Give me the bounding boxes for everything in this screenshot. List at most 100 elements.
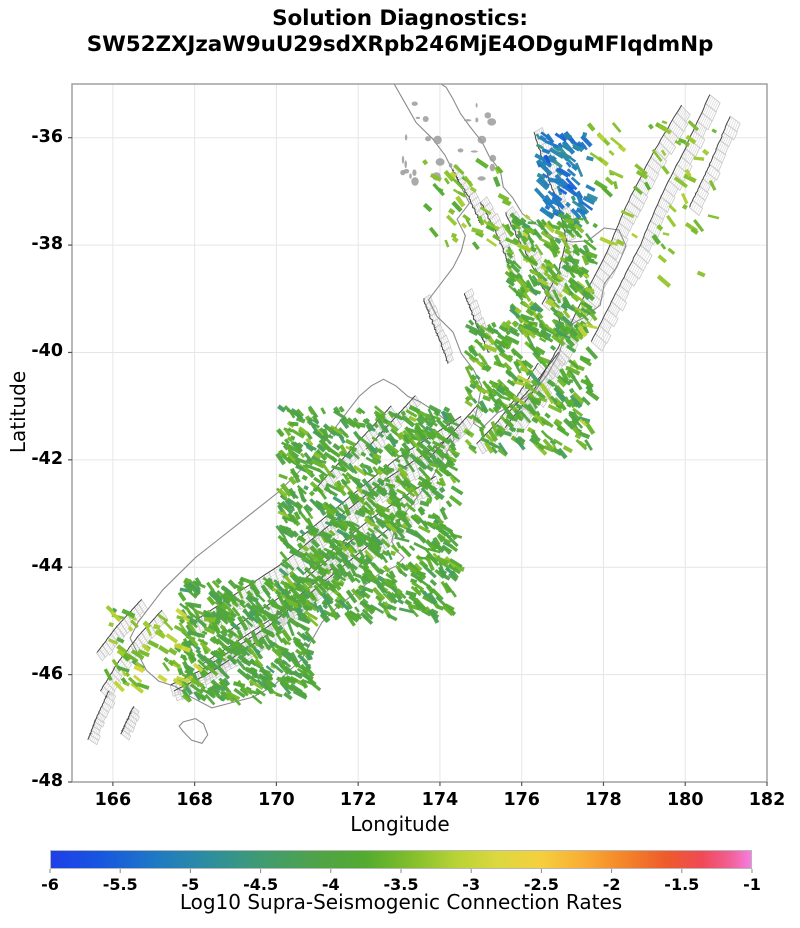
connection-rate-segment xyxy=(210,679,220,689)
fault-section-rung xyxy=(708,166,713,174)
fault-section-rung xyxy=(699,126,704,136)
connection-rate-segment xyxy=(184,604,195,619)
fault-section-rung xyxy=(626,202,631,210)
connection-rate-segments xyxy=(103,119,720,706)
connection-rate-segment xyxy=(187,581,201,594)
connection-rate-segment xyxy=(425,482,438,492)
connection-rate-segment xyxy=(298,616,308,623)
fault-section-rung xyxy=(521,389,526,395)
fault-section-rung xyxy=(121,620,126,625)
fault-section-rung xyxy=(254,580,261,585)
connection-rate-segment xyxy=(581,396,591,406)
fault-section-rung xyxy=(556,283,561,291)
fault-section-rung xyxy=(610,315,615,324)
connection-rate-segment xyxy=(449,425,455,431)
connection-rate-segment xyxy=(340,518,348,527)
connection-rate-segment xyxy=(512,260,522,270)
fault-section-rung xyxy=(623,280,629,290)
connection-rate-segment xyxy=(399,447,411,456)
fault-section-rung xyxy=(497,229,501,237)
connection-rate-segment xyxy=(224,615,231,621)
fault-section-rung xyxy=(477,442,482,447)
fault-section-rung xyxy=(453,168,457,175)
fault-section-rung xyxy=(635,199,640,208)
connection-rate-segment xyxy=(482,343,498,353)
fault-section-rung xyxy=(442,430,448,435)
connection-rate-segment xyxy=(565,212,572,219)
connection-rate-segment xyxy=(662,232,670,236)
fault-section-rung xyxy=(676,167,681,176)
connection-rate-segment xyxy=(377,601,388,611)
fault-section-rung xyxy=(466,423,471,429)
connection-rate-segment xyxy=(364,558,376,567)
connection-rate-segment xyxy=(377,568,385,575)
fault-section-rung xyxy=(543,380,548,386)
connection-rate-segment xyxy=(387,421,399,432)
connection-rate-segment xyxy=(296,442,304,449)
connection-rate-segment xyxy=(214,658,222,667)
fault-section-rung xyxy=(621,290,627,299)
fault-section-rung xyxy=(395,421,399,426)
connection-rate-segment xyxy=(311,454,322,464)
connection-rate-segment xyxy=(284,610,291,619)
fault-section-rung xyxy=(224,652,231,657)
connection-rate-segment xyxy=(332,496,345,506)
connection-rate-segment xyxy=(342,532,349,539)
connection-rate-segment xyxy=(304,601,318,612)
connection-rate-segment xyxy=(435,457,449,470)
connection-rate-segment xyxy=(447,412,456,422)
fault-section-rung xyxy=(631,264,637,273)
connection-rate-segment xyxy=(373,405,387,417)
fault-section-rung xyxy=(127,734,130,739)
connection-rate-segment xyxy=(465,323,478,332)
fault-section-rung xyxy=(628,273,634,282)
connection-rate-segment xyxy=(357,548,366,559)
fault-section-rung xyxy=(321,518,327,524)
connection-rate-segment xyxy=(424,539,438,552)
fault-section-rung xyxy=(104,711,108,717)
fault-section-rung xyxy=(347,502,353,507)
connection-rate-segment xyxy=(248,609,256,617)
connection-rate-segment xyxy=(544,390,555,405)
connection-rate-segment xyxy=(307,678,322,692)
fault-section-rung xyxy=(459,179,464,185)
fault-section-rung xyxy=(134,613,139,618)
fault-section-rung xyxy=(556,354,561,360)
connection-rate-segment xyxy=(508,270,520,280)
fault-section-rung xyxy=(619,289,625,298)
connection-rate-segment xyxy=(304,604,313,611)
connection-rate-segment xyxy=(278,450,284,456)
connection-rate-segment xyxy=(400,480,411,489)
connection-rate-segment xyxy=(552,438,563,447)
connection-rate-segment xyxy=(683,173,697,184)
fault-section-rung xyxy=(373,440,378,445)
connection-rate-segment xyxy=(504,334,520,346)
connection-rate-segment xyxy=(643,181,652,191)
connection-rate-segment xyxy=(257,637,265,645)
connection-rate-segment xyxy=(566,183,575,192)
fault-section-rung xyxy=(648,232,653,241)
connection-rate-segment xyxy=(565,365,572,372)
fault-section-rung xyxy=(731,130,736,139)
fault-section-rung xyxy=(364,527,369,532)
connection-rate-segment xyxy=(292,636,302,644)
fault-section-rung xyxy=(116,630,121,635)
fault-section-rung xyxy=(424,297,428,304)
connection-rate-segment xyxy=(537,159,547,167)
connection-rate-segment xyxy=(444,603,455,612)
connection-rate-segment xyxy=(549,395,558,404)
fault-section-rung xyxy=(641,261,646,270)
connection-rate-segment xyxy=(539,206,555,220)
connection-rate-segment xyxy=(404,426,417,440)
connection-rate-segment xyxy=(222,597,232,608)
connection-rate-segment xyxy=(466,364,474,372)
fault-section-rung xyxy=(547,362,553,370)
connection-rate-segment xyxy=(296,582,309,593)
fault-section-rung xyxy=(675,115,681,124)
connection-rate-segment xyxy=(265,678,275,689)
connection-rate-segment xyxy=(189,683,204,695)
connection-rate-segment xyxy=(271,600,286,612)
connection-rate-segment xyxy=(280,637,289,646)
fault-section-rung xyxy=(245,629,251,634)
connection-rate-segment xyxy=(281,628,293,642)
